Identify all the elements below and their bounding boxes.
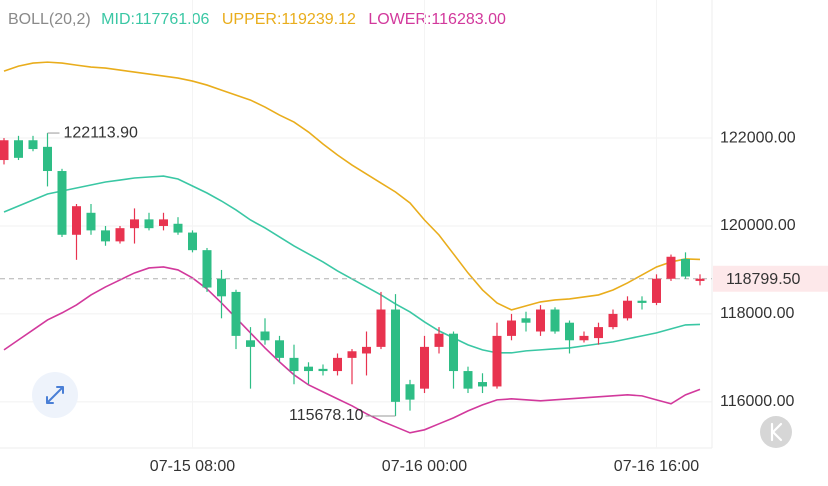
price-tag: [713, 265, 828, 292]
candle-body: [101, 230, 110, 242]
k-icon: [770, 422, 783, 442]
band-line: [3, 266, 701, 434]
expand-button[interactable]: [32, 372, 78, 418]
k-button[interactable]: [760, 416, 792, 448]
candle-body: [159, 219, 168, 226]
candle-body: [289, 357, 299, 372]
candle-body: [536, 309, 545, 332]
band-line: [3, 61, 701, 311]
candle-body: [57, 171, 67, 235]
candle-body: [0, 140, 9, 161]
candle-body: [318, 368, 328, 372]
candle-body: [275, 340, 284, 358]
x-tick-label: 07-16 00:00: [382, 458, 468, 475]
candle-body: [14, 140, 23, 158]
candle-body: [362, 346, 371, 354]
candle-body: [666, 256, 676, 279]
candle-body: [594, 327, 603, 339]
candle-body: [637, 300, 647, 303]
candle-body: [478, 382, 487, 387]
candle-body: [550, 309, 560, 332]
y-tick-label: 120000.00: [720, 217, 796, 234]
annotation: 115678.10: [289, 407, 364, 424]
price-tag-label: 118799.50: [726, 271, 801, 288]
candle-body: [507, 320, 516, 336]
x-tick-label: 07-15 08:00: [150, 458, 236, 475]
band-line: [3, 175, 701, 354]
k-button-bg[interactable]: [760, 416, 792, 448]
candle-body: [449, 333, 458, 372]
candle-body: [304, 366, 313, 372]
plot: 116000.00 118000.00 120000.00 122000.00 07-1…: [0, 0, 828, 475]
candle-body: [376, 309, 386, 347]
candle-body: [202, 250, 212, 288]
candle-body: [565, 322, 574, 341]
candle-body: [420, 346, 429, 389]
annotation: 122113.90: [64, 124, 139, 141]
candle-body: [43, 146, 52, 172]
legend-entry: MID:117761.06: [101, 11, 209, 28]
candle-body: [86, 212, 96, 231]
indicator-label: BOLL(20,2): [8, 11, 91, 28]
candle-body: [115, 228, 125, 242]
y-tick-label: 122000.00: [720, 129, 796, 146]
candle-body: [28, 140, 38, 150]
candle-body: [521, 318, 531, 323]
candle-body: [492, 335, 502, 387]
candle-body: [130, 219, 139, 229]
candle-body: [391, 309, 400, 402]
candle-body: [434, 333, 444, 347]
candle-body: [260, 331, 270, 341]
candle-body: [231, 291, 241, 336]
candle-body: [695, 278, 705, 281]
candle-body: [246, 340, 255, 347]
candle-body: [579, 335, 589, 341]
candle-body: [347, 351, 357, 358]
legend-entry: LOWER:116283.00: [368, 11, 506, 28]
candle-body: [463, 371, 473, 389]
expand-icon: [46, 386, 64, 404]
candle-body: [623, 300, 632, 319]
candle-body: [652, 278, 661, 303]
candle-body: [72, 206, 81, 235]
candle-body: [188, 232, 197, 251]
candle-body: [144, 219, 154, 229]
legend-entry: UPPER:119239.12: [222, 11, 356, 28]
candle-body: [608, 313, 618, 328]
candle-body: [333, 357, 342, 372]
y-tick-label: 118000.00: [720, 305, 795, 322]
candle-body: [173, 223, 183, 233]
legend: BOLL(20,2) MID:117761.06 UPPER:119239.12…: [8, 11, 506, 28]
y-tick-label: 116000.00: [720, 393, 795, 410]
x-tick-label: 07-16 16:00: [614, 458, 700, 475]
candle-body: [681, 258, 690, 277]
candle-body: [217, 278, 226, 297]
candle-body: [405, 384, 415, 400]
